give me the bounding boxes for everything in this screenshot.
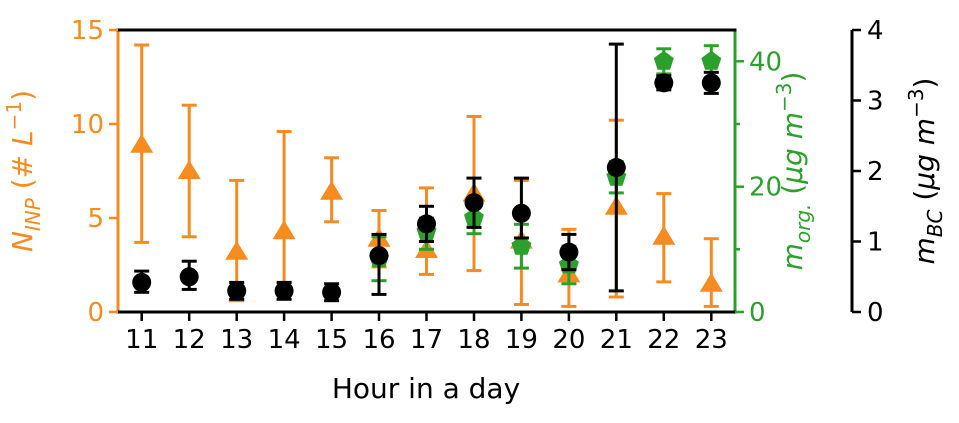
N_INP-point: [272, 220, 296, 240]
m_org-point: [653, 50, 674, 70]
m_BC-point: [322, 282, 342, 302]
m_BC-point: [511, 203, 531, 223]
m_BC-point: [464, 193, 484, 213]
x-tick-label: 14: [268, 325, 301, 355]
y-left-tick-label: 10: [71, 110, 104, 140]
m_BC-point: [227, 281, 247, 301]
N_INP-point: [699, 272, 723, 292]
y-left-tick-label: 0: [87, 298, 104, 328]
N_INP-point: [225, 240, 249, 260]
y-right-tick-label: 0: [749, 298, 766, 328]
x-tick-label: 17: [410, 325, 443, 355]
y-far-right-tick-label: 2: [867, 157, 884, 187]
x-tick-label: 20: [552, 325, 585, 355]
x-tick-label: 12: [173, 325, 206, 355]
m_BC-point: [654, 73, 674, 93]
m_org-point: [701, 50, 722, 70]
y-far-right-tick-label: 3: [867, 87, 884, 117]
m_BC-point: [274, 281, 294, 301]
m_BC-point: [417, 214, 436, 234]
chart-generated-content: 11 12 13 14 15 16 17 18 19 20 21 22 2305101502040012…: [2, 16, 947, 355]
x-tick-label: 19: [505, 325, 538, 355]
y-far-right-tick-label: 0: [867, 298, 884, 328]
y-left-tick-label: 5: [87, 204, 104, 234]
x-tick-label: 18: [457, 325, 490, 355]
y-right-tick-label: 40: [749, 47, 782, 77]
m_BC-point: [132, 272, 152, 292]
y-right-tick-label: 20: [749, 173, 782, 203]
x-tick-label: 22: [647, 325, 680, 355]
m_BC-point: [369, 246, 389, 266]
x-tick-label: 21: [600, 325, 633, 355]
N_INP-point: [130, 133, 154, 153]
y-far-right-tick-label: 1: [867, 228, 884, 258]
N_INP-point: [320, 180, 344, 200]
m_BC-point: [606, 158, 626, 177]
x-tick-label: 16: [362, 325, 395, 355]
m_BC-point: [179, 267, 199, 287]
x-tick-label: 11: [125, 325, 158, 355]
y-left-tick-label: 15: [71, 16, 104, 46]
N_INP-point: [177, 160, 201, 179]
x-tick-label: 23: [695, 325, 728, 355]
x-tick-label: 15: [315, 325, 348, 355]
x-axis-title: Hour in a day: [332, 372, 520, 405]
x-tick-label: 13: [220, 325, 253, 355]
y-far-right-axis-title: mBC (μg m−3): [904, 78, 947, 265]
y-left-axis-title: NINP (# L−1): [2, 90, 45, 252]
m_BC-point: [701, 73, 721, 93]
y-right-axis-title: morg. (μg m−3): [772, 72, 815, 271]
N_INP-point: [652, 225, 676, 245]
m_org-point: [511, 235, 532, 255]
m_BC-point: [559, 242, 579, 262]
y-far-right-tick-label: 4: [867, 16, 884, 46]
